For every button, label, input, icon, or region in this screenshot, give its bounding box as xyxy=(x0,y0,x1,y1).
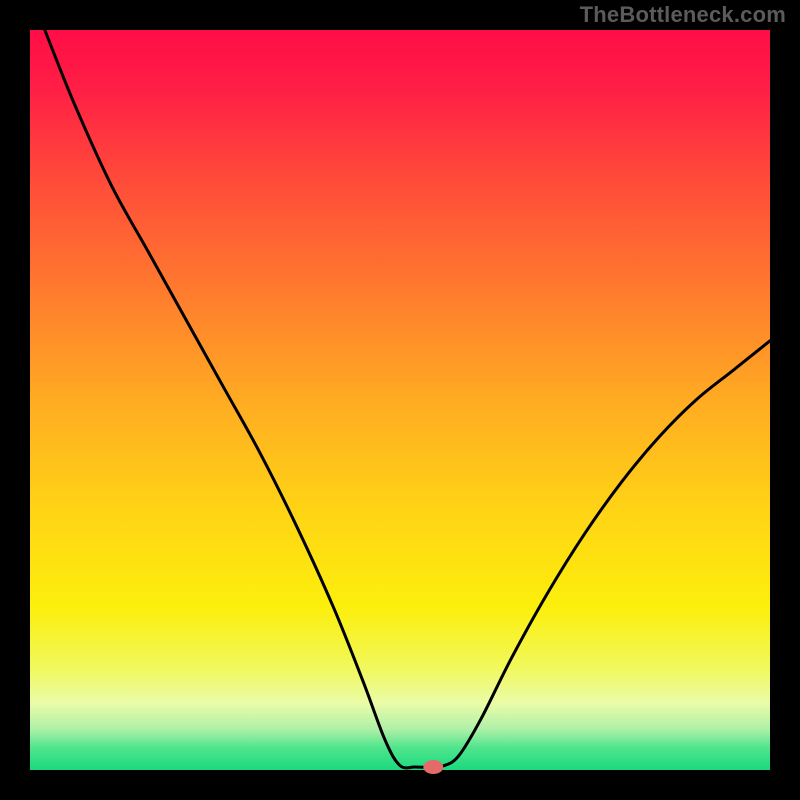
watermark-text: TheBottleneck.com xyxy=(580,2,786,28)
optimal-marker xyxy=(423,760,443,774)
bottleneck-chart xyxy=(0,0,800,800)
plot-background xyxy=(30,30,770,770)
